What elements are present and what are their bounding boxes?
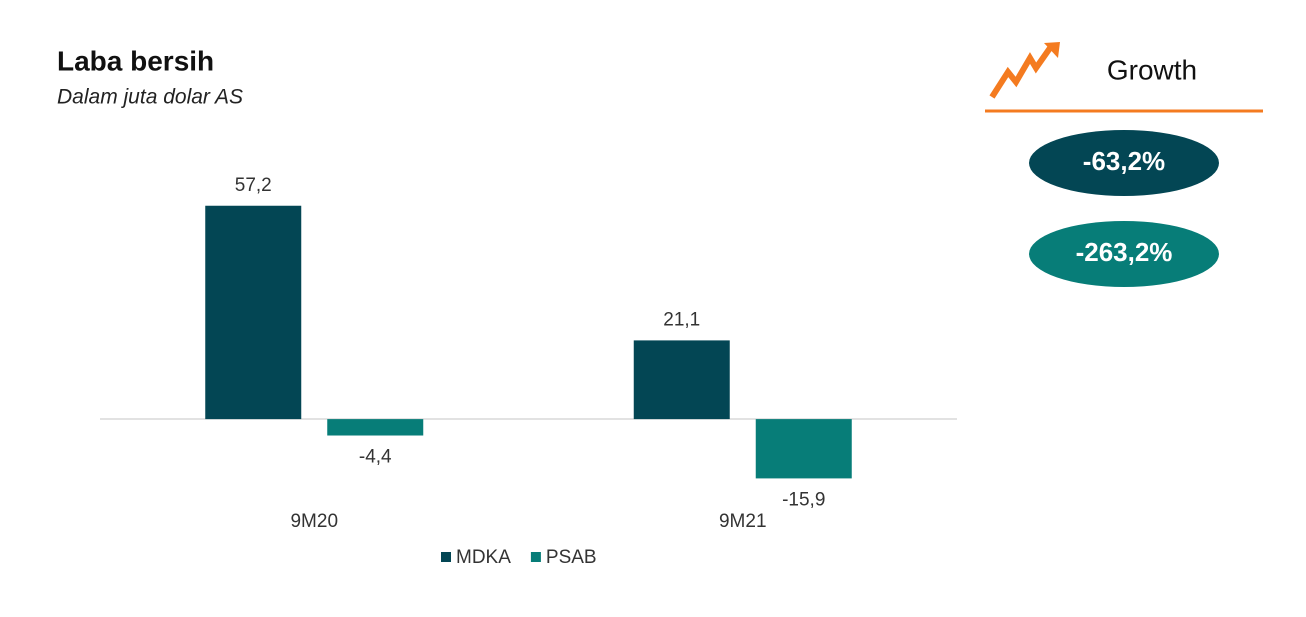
growth-badge (1029, 130, 1219, 196)
legend-label: PSAB (546, 547, 597, 568)
legend-label: MDKA (456, 547, 511, 568)
chart-subtitle: Dalam juta dolar AS (57, 86, 243, 109)
bar (633, 340, 730, 420)
bar (327, 419, 424, 436)
value-label: -4,4 (359, 447, 392, 468)
legend-swatch (530, 552, 541, 562)
chart-title: Laba bersih (57, 45, 214, 76)
growth-title: Growth (1107, 54, 1197, 85)
growth-icon (989, 42, 1060, 99)
x-tick-label: 9M20 (290, 511, 338, 532)
value-label: -15,9 (782, 489, 825, 510)
growth-badge (1029, 221, 1219, 287)
growth-value: -263,2% (1076, 237, 1173, 267)
legend-swatch (441, 552, 451, 562)
bar (205, 205, 302, 420)
value-label: 21,1 (663, 309, 700, 330)
growth-value: -63,2% (1083, 146, 1165, 176)
x-tick-label: 9M21 (719, 511, 767, 532)
bar (755, 419, 852, 479)
value-label: 57,2 (235, 175, 272, 196)
